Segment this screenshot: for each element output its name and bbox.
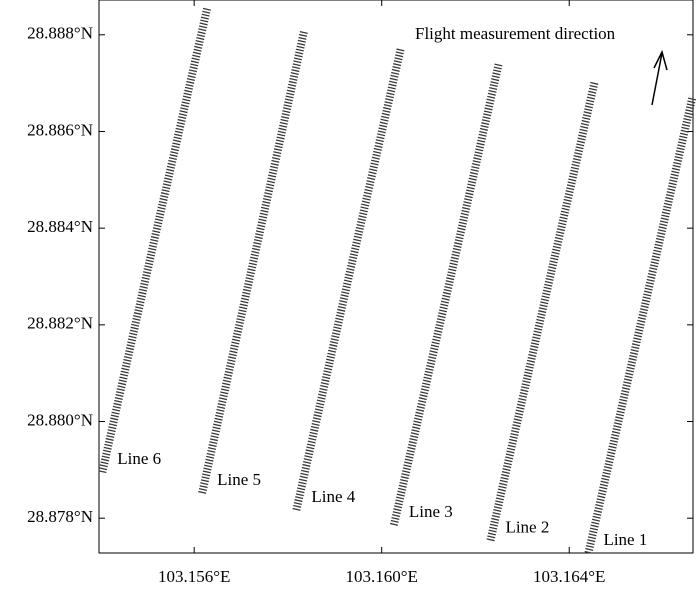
plot-frame: [98, 0, 694, 554]
flight-line: [486, 81, 599, 542]
flight-line: [389, 61, 503, 526]
y-tick-label: 28.878°N: [27, 507, 93, 526]
direction-arrow: [651, 49, 668, 106]
line-label: Line 5: [217, 470, 261, 489]
x-tick-label: 103.160°E: [345, 567, 417, 586]
y-tick-label: 28.886°N: [27, 120, 93, 139]
annotation: Flight measurement direction: [415, 24, 616, 43]
line-label: Line 6: [117, 449, 161, 468]
flight-line: [98, 6, 212, 474]
line-label: Line 4: [311, 487, 355, 506]
arrow-head: [653, 49, 668, 71]
line-label: Line 1: [603, 530, 647, 549]
flight-line: [292, 46, 405, 511]
flight-line: [198, 31, 308, 494]
line-label: Line 3: [409, 502, 453, 521]
y-tick-label: 28.882°N: [27, 314, 93, 333]
y-tick-label: 28.884°N: [27, 217, 93, 236]
y-tick-label: 28.888°N: [27, 24, 93, 43]
arrow-shaft: [651, 52, 663, 106]
line-label: Line 2: [505, 517, 549, 536]
y-tick-label: 28.880°N: [27, 410, 93, 429]
x-tick-label: 103.156°E: [158, 567, 230, 586]
x-tick-label: 103.164°E: [533, 567, 605, 586]
flight-line: [584, 95, 697, 554]
